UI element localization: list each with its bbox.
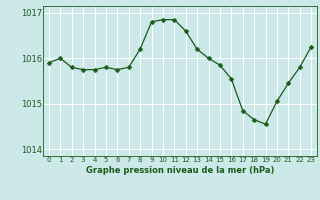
- X-axis label: Graphe pression niveau de la mer (hPa): Graphe pression niveau de la mer (hPa): [86, 166, 274, 175]
